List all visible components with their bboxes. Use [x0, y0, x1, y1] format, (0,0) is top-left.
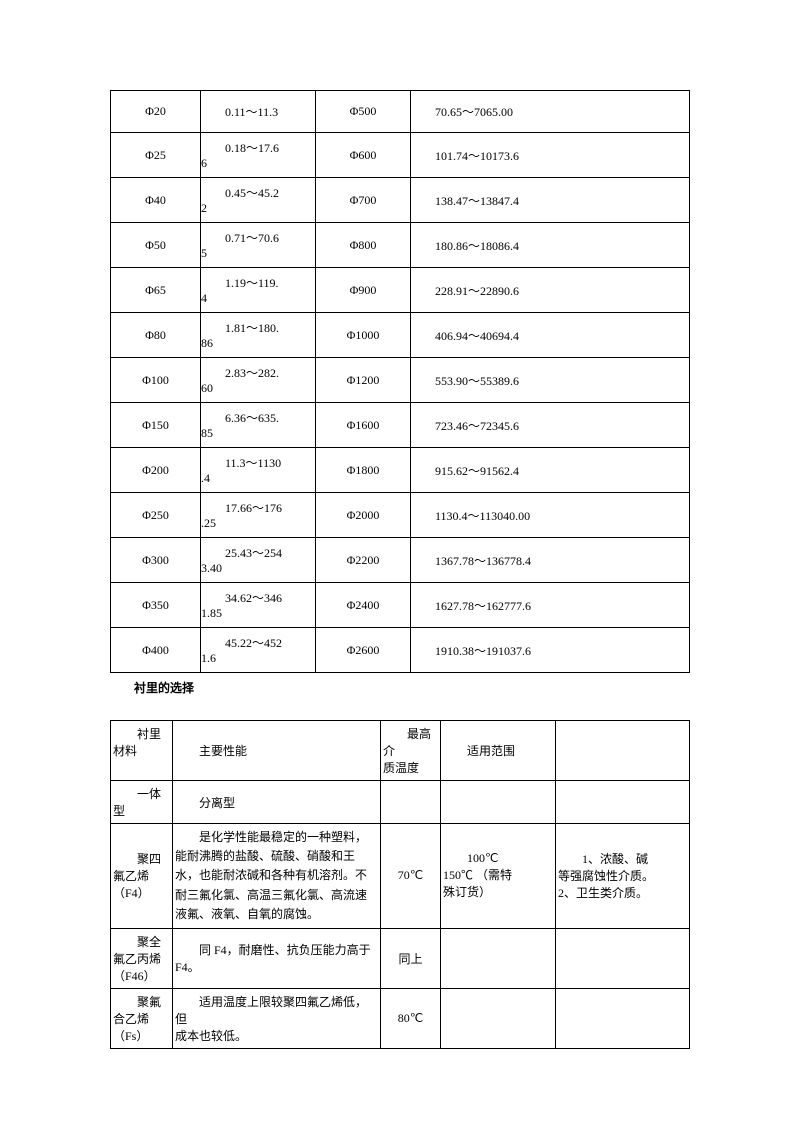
range-large: 723.46～72345.6: [411, 403, 690, 448]
cell-empty: [441, 781, 556, 824]
range-small: 1.19～119.4: [201, 268, 316, 313]
pipe-diameter-large: Φ2400: [316, 583, 411, 628]
range-large: 1367.78～136778.4: [411, 538, 690, 583]
cell-empty: [556, 928, 690, 988]
cell-fs-name: 聚氟 合乙烯 （Fs）: [111, 988, 173, 1048]
pipe-diameter-small: Φ80: [111, 313, 201, 358]
cell-empty: [556, 781, 690, 824]
table-row: Φ500.71～70.65Φ800180.86～18086.4: [111, 223, 690, 268]
cell-empty: [556, 988, 690, 1048]
cell-empty: [381, 781, 441, 824]
pipe-diameter-small: Φ40: [111, 178, 201, 223]
header-performance: 主要性能: [173, 721, 381, 781]
cell-empty: [441, 928, 556, 988]
range-small: 0.11～11.3: [201, 91, 316, 133]
pipe-diameter-small: Φ350: [111, 583, 201, 628]
cell-f46-name: 聚全 氟乙丙烯 （F46）: [111, 928, 173, 988]
pipe-diameter-small: Φ400: [111, 628, 201, 673]
pipe-diameter-small: Φ300: [111, 538, 201, 583]
range-small: 17.66～176.25: [201, 493, 316, 538]
pipe-diameter-large: Φ1200: [316, 358, 411, 403]
range-small: 0.45～45.22: [201, 178, 316, 223]
range-large: 406.94～40694.4: [411, 313, 690, 358]
table-row: Φ20011.3～1130.4Φ1800915.62～91562.4: [111, 448, 690, 493]
table-row: Φ25017.66～176.25Φ20001130.4～113040.00: [111, 493, 690, 538]
cell-fs-temp: 80℃: [381, 988, 441, 1048]
range-large: 70.65～7065.00: [411, 91, 690, 133]
table-row: Φ400.45～45.22Φ700138.47～13847.4: [111, 178, 690, 223]
header-scope: 适用范围: [441, 721, 556, 781]
cell-f46-desc: 同 F4，耐磨性、抗负压能力高于 F4。: [173, 928, 381, 988]
pipe-diameter-large: Φ2600: [316, 628, 411, 673]
range-large: 915.62～91562.4: [411, 448, 690, 493]
pipe-diameter-large: Φ1000: [316, 313, 411, 358]
header-temp: 最高介 质温度: [381, 721, 441, 781]
cell-f4-scope: 1、浓酸、碱 等强腐蚀性介质。 2、卫生类介质。: [556, 824, 690, 929]
range-large: 228.91～22890.6: [411, 268, 690, 313]
cell-f46-temp: 同上: [381, 928, 441, 988]
range-large: 138.47～13847.4: [411, 178, 690, 223]
table-row: Φ40045.22～4521.6Φ26001910.38～191037.6: [111, 628, 690, 673]
range-large: 180.86～18086.4: [411, 223, 690, 268]
cell-empty: [441, 988, 556, 1048]
pipe-diameter-small: Φ250: [111, 493, 201, 538]
table-row: Φ651.19～119.4Φ900228.91～22890.6: [111, 268, 690, 313]
cell-f4-range: 100℃ 150℃ （需特 殊订货）: [441, 824, 556, 929]
range-large: 1910.38～191037.6: [411, 628, 690, 673]
lining-material-table: 衬里 材料 主要性能 最高介 质温度 适用范围 一体 型 分离型: [110, 720, 690, 1049]
pipe-diameter-large: Φ900: [316, 268, 411, 313]
header-material: 衬里 材料: [111, 721, 173, 781]
pipe-diameter-small: Φ100: [111, 358, 201, 403]
range-small: 6.36～635.85: [201, 403, 316, 448]
pipe-diameter-small: Φ150: [111, 403, 201, 448]
range-large: 1130.4～113040.00: [411, 493, 690, 538]
pipe-diameter-small: Φ25: [111, 133, 201, 178]
cell-f4-name: 聚四 氟乙烯 （F4）: [111, 824, 173, 929]
cell-type-label: 一体 型: [111, 781, 173, 824]
pipe-diameter-large: Φ600: [316, 133, 411, 178]
pipe-diameter-small: Φ50: [111, 223, 201, 268]
pipe-diameter-small: Φ65: [111, 268, 201, 313]
range-large: 1627.78～162777.6: [411, 583, 690, 628]
range-small: 34.62～3461.85: [201, 583, 316, 628]
pipe-diameter-small: Φ20: [111, 91, 201, 133]
table-row: Φ30025.43～2543.40Φ22001367.78～136778.4: [111, 538, 690, 583]
range-small: 2.83～282.60: [201, 358, 316, 403]
pipe-diameter-large: Φ500: [316, 91, 411, 133]
range-small: 0.18～17.66: [201, 133, 316, 178]
cell-f4-temp: 70℃: [381, 824, 441, 929]
pipe-diameter-large: Φ2000: [316, 493, 411, 538]
header-empty: [556, 721, 690, 781]
pipe-diameter-small: Φ200: [111, 448, 201, 493]
range-large: 553.90～55389.6: [411, 358, 690, 403]
range-small: 1.81～180.86: [201, 313, 316, 358]
range-small: 11.3～1130.4: [201, 448, 316, 493]
range-small: 25.43～2543.40: [201, 538, 316, 583]
table-row: Φ35034.62～3461.85Φ24001627.78～162777.6: [111, 583, 690, 628]
pipe-spec-table: Φ200.11～11.3Φ50070.65～7065.00Φ250.18～17.…: [110, 90, 690, 673]
table-row: Φ1506.36～635.85Φ1600723.46～72345.6: [111, 403, 690, 448]
range-small: 0.71～70.65: [201, 223, 316, 268]
pipe-diameter-large: Φ1800: [316, 448, 411, 493]
table-row: Φ801.81～180.86Φ1000406.94～40694.4: [111, 313, 690, 358]
cell-separate-type: 分离型: [173, 781, 381, 824]
pipe-diameter-large: Φ800: [316, 223, 411, 268]
lining-selection-title: 衬里的选择: [134, 679, 690, 696]
pipe-diameter-large: Φ1600: [316, 403, 411, 448]
pipe-diameter-large: Φ700: [316, 178, 411, 223]
table-row: Φ200.11～11.3Φ50070.65～7065.00: [111, 91, 690, 133]
cell-fs-desc: 适用温度上限较聚四氟乙烯低，但 成本也较低。: [173, 988, 381, 1048]
table-row: Φ1002.83～282.60Φ1200553.90～55389.6: [111, 358, 690, 403]
pipe-diameter-large: Φ2200: [316, 538, 411, 583]
table-row: Φ250.18～17.66Φ600101.74～10173.6: [111, 133, 690, 178]
range-large: 101.74～10173.6: [411, 133, 690, 178]
cell-f4-desc: 是化学性能最稳定的一种塑料，能耐沸腾的盐酸、硫酸、硝酸和王水，也能耐浓碱和各种有…: [173, 824, 381, 929]
range-small: 45.22～4521.6: [201, 628, 316, 673]
